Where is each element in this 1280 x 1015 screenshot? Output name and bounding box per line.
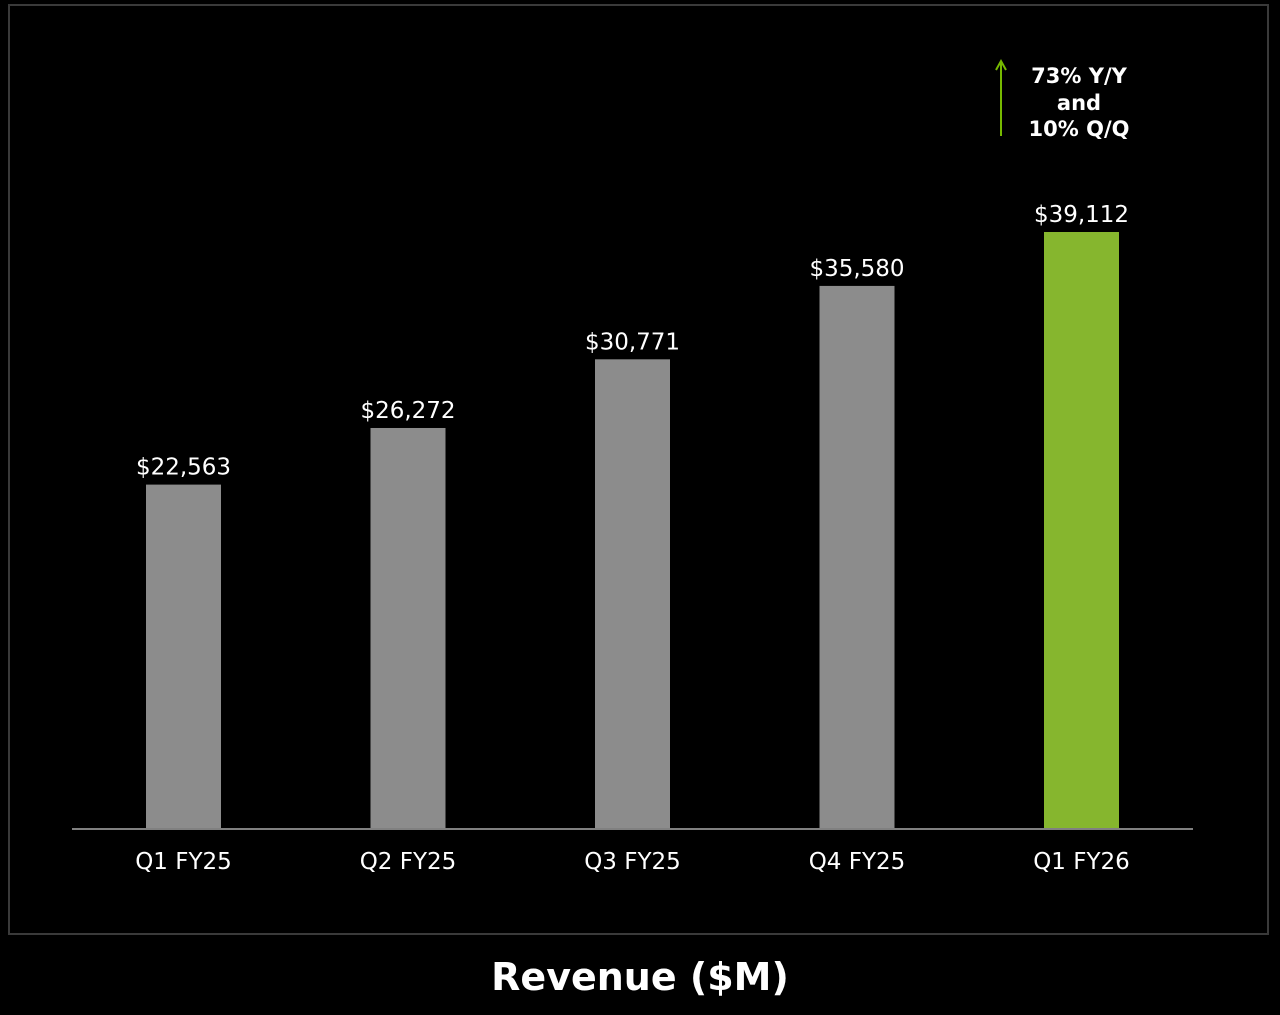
data-label: $22,563 (136, 455, 231, 481)
x-tick-label: Q1 FY25 (135, 849, 232, 875)
x-tick-label: Q4 FY25 (809, 849, 906, 875)
annotation-line: and (1057, 91, 1101, 115)
bar-q3-fy25 (595, 359, 670, 829)
bar-q1-fy26 (1044, 232, 1119, 829)
annotation-line: 73% Y/Y (1031, 64, 1127, 88)
x-tick-label: Q2 FY25 (360, 849, 457, 875)
data-label: $26,272 (360, 398, 455, 424)
data-label: $35,580 (809, 256, 904, 282)
bar-q1-fy25 (146, 484, 221, 829)
data-label: $30,771 (585, 329, 680, 355)
bar-q2-fy25 (370, 427, 446, 829)
annotation-line: 10% Q/Q (1029, 117, 1130, 141)
data-label: $39,112 (1034, 202, 1129, 228)
bar-q4-fy25 (819, 285, 895, 829)
x-tick-label: Q3 FY25 (584, 849, 681, 875)
up-arrow-icon (995, 58, 1007, 136)
chart-frame (8, 4, 1269, 935)
chart-title: Revenue ($M) (491, 955, 789, 999)
x-tick-label: Q1 FY26 (1033, 849, 1130, 875)
